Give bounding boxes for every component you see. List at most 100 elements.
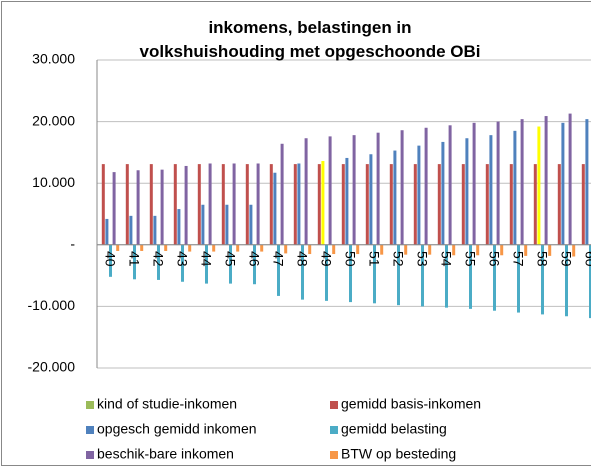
x-tick-label: 46 [246,251,262,267]
bar [164,244,168,251]
x-tick-label: 58 [534,251,550,267]
bar [133,244,136,280]
bar [245,164,249,245]
x-tick-label: 51 [366,251,382,267]
bar [160,169,164,245]
bar [349,244,352,303]
bar [109,244,112,277]
bar [441,141,445,245]
bar [400,130,404,245]
legend-label: gemidd basis-inkomen [341,396,481,412]
legend-label: opgesch gemidd inkomen [97,421,257,437]
bar [465,138,469,245]
bar [157,244,160,280]
bar [376,132,380,245]
bar [293,164,297,245]
bar [557,164,561,245]
bar [476,244,480,256]
bar [544,116,548,245]
bar [548,244,552,256]
bar [421,244,424,307]
bar [341,164,345,245]
legend-swatch [330,426,338,434]
bar [437,164,441,245]
bar [101,164,105,245]
bar [249,204,253,245]
legend-label: beschik-bare inkomen [97,446,234,462]
bar [284,244,288,254]
bar [221,164,225,245]
legend-swatch [86,426,94,434]
bar [269,164,273,245]
bar [524,244,528,256]
x-tick-label: 50 [342,251,358,267]
bar [273,172,277,245]
x-tick-label: 52 [390,251,406,267]
bar [448,125,452,245]
x-tick-label: 49 [318,251,334,267]
bar [125,164,129,245]
y-tick-label: 20.000 [32,112,75,128]
bar [232,163,236,245]
legend-label: BTW op besteding [341,446,456,462]
x-tick-label: 55 [462,251,478,267]
bar [205,244,208,284]
bar [212,244,216,252]
bar [537,126,541,245]
bar [317,164,321,245]
bar [356,244,360,255]
legend-swatch [330,451,338,459]
bar [373,244,376,304]
bar [225,204,229,245]
x-tick-label: 56 [486,251,502,267]
bar [197,164,201,245]
bar [229,244,232,284]
bar [260,244,264,252]
bar [389,164,393,245]
x-tick-label: 41 [126,251,142,267]
bar [589,244,591,319]
bar [397,244,400,306]
x-tick-label: 48 [294,251,310,267]
y-tick-label: -20.000 [28,359,76,375]
bar [328,136,332,245]
bar [345,157,349,245]
bar [365,164,369,245]
bar [500,244,504,256]
bar [452,244,456,256]
bar [105,218,109,245]
x-tick-label: 44 [198,251,214,267]
bar [413,164,417,245]
bar [304,138,308,245]
bar [533,164,537,245]
bar [393,150,397,245]
legend-label: gemidd belasting [341,421,447,437]
bar [581,164,585,245]
x-tick-label: 42 [150,251,166,267]
legend-swatch [86,401,94,409]
bar [116,244,120,251]
bar [253,244,256,285]
bar [489,135,493,245]
bar [201,204,205,245]
x-tick-label: 45 [222,251,238,267]
bar [424,127,428,245]
bar [325,244,328,301]
bar [369,154,373,245]
bar [297,163,301,245]
bar [513,130,517,245]
bar [153,215,157,245]
bar [177,209,181,245]
bar [332,244,336,255]
bar [469,244,472,309]
bar [428,244,432,255]
bar [561,122,565,245]
bar [184,165,188,245]
bar [188,244,192,252]
bar [181,244,184,282]
y-tick-label: -10.000 [28,297,76,313]
bar [485,164,489,245]
bar [417,145,421,245]
